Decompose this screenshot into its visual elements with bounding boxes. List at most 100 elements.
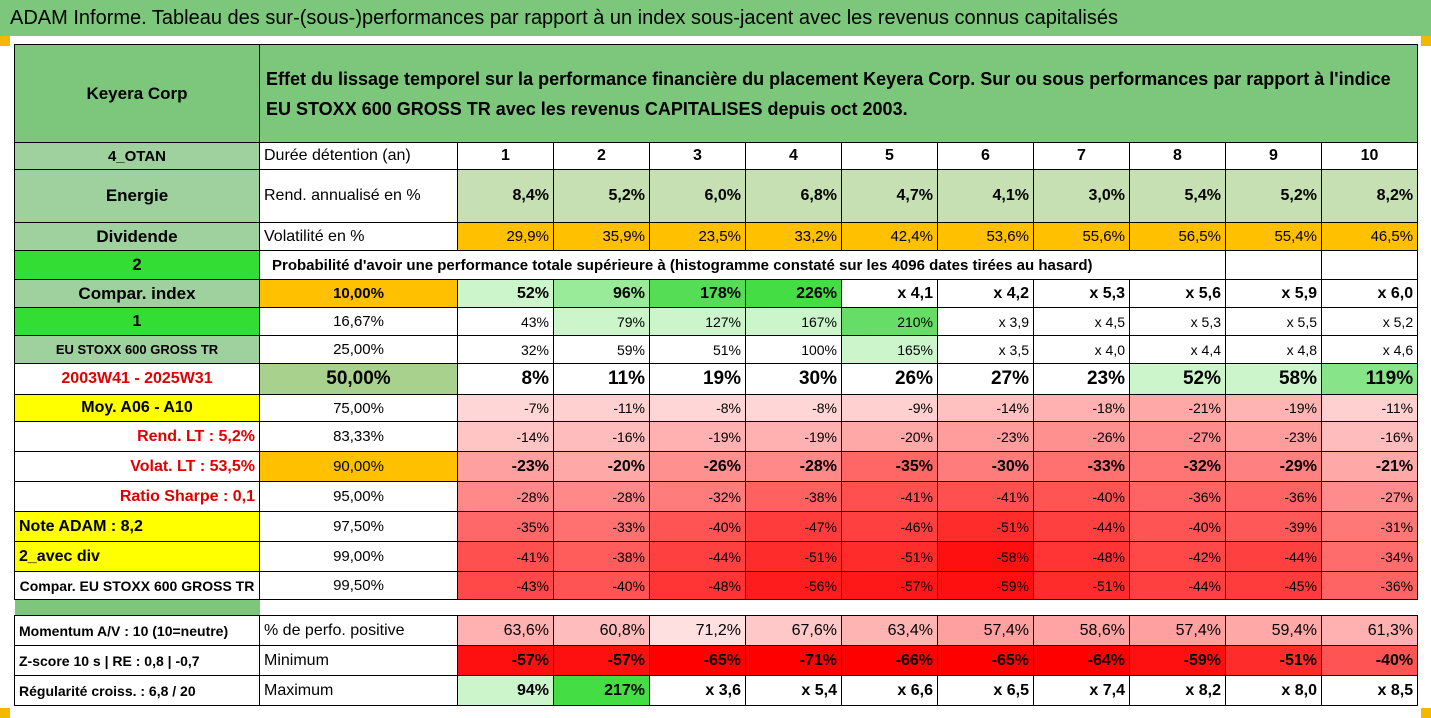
pct-pos-cell: 61,3% bbox=[1320, 615, 1419, 646]
corner-marker bbox=[1421, 708, 1431, 718]
header-description: Effet du lissage temporel sur la perform… bbox=[258, 44, 1419, 143]
max-label: Maximum bbox=[259, 675, 458, 706]
quantile-cell: -20% bbox=[841, 421, 938, 452]
num2-cell: 2 bbox=[14, 250, 260, 280]
quantile-cell: -19% bbox=[745, 421, 842, 452]
quantile-cell: x 4,5 bbox=[1033, 307, 1130, 336]
compar-full-label: Compar. EU STOXX 600 GROSS TR bbox=[14, 571, 260, 600]
quantile-label: 99,00% bbox=[259, 541, 458, 572]
quantile-cell: 19% bbox=[649, 363, 746, 395]
avec-div-label: 2_avec div bbox=[14, 541, 260, 572]
quantile-cell: -51% bbox=[1033, 571, 1130, 600]
quantile-cell: -59% bbox=[937, 571, 1034, 600]
quantile-cell: -41% bbox=[841, 481, 938, 512]
quantile-cell: 51% bbox=[649, 335, 746, 364]
quantile-cell: -32% bbox=[1129, 451, 1226, 482]
avg-label: Moy. A06 - A10 bbox=[14, 394, 260, 422]
max-cell: x 6,5 bbox=[937, 675, 1034, 706]
report-title: ADAM Informe. Tableau des sur-(sous-)per… bbox=[0, 0, 1431, 36]
vol-cell: 56,5% bbox=[1129, 222, 1226, 251]
quantile-cell: 26% bbox=[841, 363, 938, 395]
rend-cell: 4,7% bbox=[841, 169, 938, 223]
pct-pos-cell: 59,4% bbox=[1225, 615, 1322, 646]
rend-cell: 3,0% bbox=[1033, 169, 1130, 223]
quantile-cell: -20% bbox=[553, 451, 650, 482]
quantile-cell: -43% bbox=[457, 571, 554, 600]
vol-cell: 55,4% bbox=[1225, 222, 1322, 251]
quantile-cell: -16% bbox=[553, 421, 650, 452]
quantile-cell: -36% bbox=[1225, 481, 1322, 512]
quantile-cell: -48% bbox=[1033, 541, 1130, 572]
spacer-green bbox=[14, 599, 260, 616]
quantile-cell: -51% bbox=[937, 511, 1034, 542]
quantile-cell: -45% bbox=[1225, 571, 1322, 600]
quantile-cell: -11% bbox=[553, 394, 650, 422]
quantile-cell: -28% bbox=[553, 481, 650, 512]
year-header: 1 bbox=[457, 142, 554, 170]
quantile-cell: 226% bbox=[745, 279, 842, 308]
quantile-cell: 32% bbox=[457, 335, 554, 364]
quantile-cell: -19% bbox=[1225, 394, 1322, 422]
quantile-cell: -23% bbox=[937, 421, 1034, 452]
compar-index-label: Compar. index bbox=[14, 279, 260, 308]
quantile-cell: -42% bbox=[1129, 541, 1226, 572]
year-header: 6 bbox=[937, 142, 1034, 170]
quantile-cell: 52% bbox=[457, 279, 554, 308]
quantile-cell: -30% bbox=[937, 451, 1034, 482]
quantile-cell: -44% bbox=[1033, 511, 1130, 542]
quantile-cell: 52% bbox=[1129, 363, 1226, 395]
quantile-cell: -31% bbox=[1320, 511, 1419, 542]
quantile-cell: -8% bbox=[649, 394, 746, 422]
corner-marker bbox=[1421, 36, 1431, 46]
min-label: Minimum bbox=[259, 645, 458, 676]
quantile-cell: -29% bbox=[1225, 451, 1322, 482]
quantile-cell: x 6,0 bbox=[1320, 279, 1419, 308]
vol-cell: 29,9% bbox=[457, 222, 554, 251]
pct-pos-cell: 58,6% bbox=[1033, 615, 1130, 646]
quantile-cell: x 4,2 bbox=[937, 279, 1034, 308]
vol-cell: 55,6% bbox=[1033, 222, 1130, 251]
quantile-cell: x 4,8 bbox=[1225, 335, 1322, 364]
pct-pos-cell: 67,6% bbox=[745, 615, 842, 646]
year-header: 10 bbox=[1320, 142, 1419, 170]
quantile-cell: 11% bbox=[553, 363, 650, 395]
quantile-cell: -32% bbox=[649, 481, 746, 512]
quantile-cell: -21% bbox=[1320, 451, 1419, 482]
quantile-cell: 27% bbox=[937, 363, 1034, 395]
quantile-cell: 58% bbox=[1225, 363, 1322, 395]
quantile-cell: -27% bbox=[1129, 421, 1226, 452]
quantile-cell: -41% bbox=[937, 481, 1034, 512]
quantile-cell: 59% bbox=[553, 335, 650, 364]
quantile-cell: -51% bbox=[745, 541, 842, 572]
quantile-cell: x 5,3 bbox=[1033, 279, 1130, 308]
quantile-cell: -56% bbox=[745, 571, 842, 600]
rend-cell: 6,0% bbox=[649, 169, 746, 223]
report-table-wrap: Keyera Corp Effet du lissage temporel su… bbox=[14, 44, 1419, 706]
quantile-cell: -57% bbox=[841, 571, 938, 600]
year-header: 9 bbox=[1225, 142, 1322, 170]
index-name: EU STOXX 600 GROSS TR bbox=[14, 335, 260, 364]
quantile-cell: x 5,9 bbox=[1225, 279, 1322, 308]
quantile-cell: 96% bbox=[553, 279, 650, 308]
quantile-cell: -28% bbox=[457, 481, 554, 512]
quantile-cell: x 3,9 bbox=[937, 307, 1034, 336]
year-header: 3 bbox=[649, 142, 746, 170]
rend-lt-label: Rend. LT : 5,2% bbox=[14, 421, 260, 452]
quantile-cell: -46% bbox=[841, 511, 938, 542]
sector-label: Energie bbox=[14, 169, 260, 223]
rend-cell: 5,4% bbox=[1129, 169, 1226, 223]
quantile-label: 83,33% bbox=[259, 421, 458, 452]
quantile-label: 50,00% bbox=[259, 363, 458, 395]
quantile-cell: -44% bbox=[1225, 541, 1322, 572]
quantile-cell: -26% bbox=[1033, 421, 1130, 452]
sharpe-label: Ratio Sharpe : 0,1 bbox=[14, 481, 260, 512]
max-cell: x 8,2 bbox=[1129, 675, 1226, 706]
quantile-cell: -21% bbox=[1129, 394, 1226, 422]
rend-cell: 4,1% bbox=[937, 169, 1034, 223]
quantile-cell: 127% bbox=[649, 307, 746, 336]
period-label: 2003W41 - 2025W31 bbox=[14, 363, 260, 395]
max-cell: x 5,4 bbox=[745, 675, 842, 706]
quantile-cell: -7% bbox=[457, 394, 554, 422]
quantile-label: 25,00% bbox=[259, 335, 458, 364]
quantile-cell: 210% bbox=[841, 307, 938, 336]
